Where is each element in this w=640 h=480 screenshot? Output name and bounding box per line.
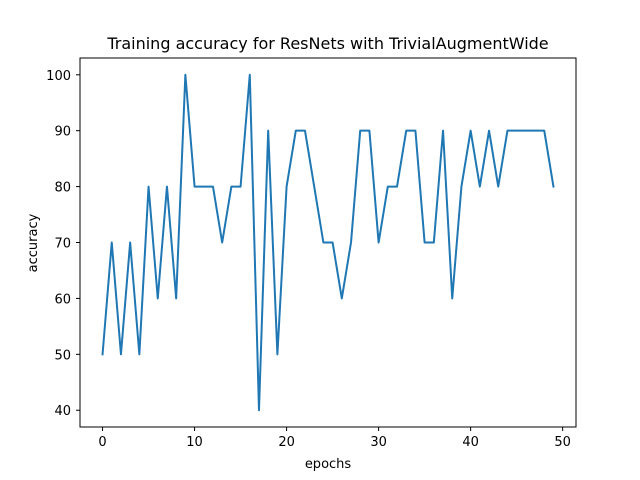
data-point-37: [442, 130, 444, 132]
data-point-19: [276, 353, 278, 355]
x-tick-label-0: 0: [98, 435, 106, 450]
data-point-9: [184, 74, 186, 76]
data-point-29: [368, 130, 370, 132]
y-tick-label-50: 50: [54, 348, 71, 363]
data-point-6: [157, 297, 159, 299]
data-point-23: [313, 186, 315, 188]
data-point-18: [267, 130, 269, 132]
data-point-36: [433, 242, 435, 244]
data-point-21: [295, 130, 297, 132]
data-point-43: [497, 186, 499, 188]
data-point-49: [552, 186, 554, 188]
y-axis-title: accuracy: [26, 213, 41, 272]
data-point-35: [424, 242, 426, 244]
series-line-0: [101, 73, 555, 412]
y-tick-label-70: 70: [54, 237, 71, 252]
data-point-15: [240, 186, 242, 188]
data-point-47: [534, 130, 536, 132]
data-point-4: [138, 353, 140, 355]
y-tick-label-80: 80: [54, 181, 71, 196]
y-tick-label-60: 60: [54, 292, 71, 307]
x-tick-label-40: 40: [462, 435, 479, 450]
data-point-45: [516, 130, 518, 132]
x-tick-label-10: 10: [186, 435, 203, 450]
y-tick-label-40: 40: [54, 404, 71, 419]
data-point-30: [378, 242, 380, 244]
plot-area: 0 10 20 30 40 50 40 50 60 70 80 90 100: [46, 57, 577, 450]
data-point-8: [175, 297, 177, 299]
data-point-3: [129, 242, 131, 244]
data-point-34: [414, 130, 416, 132]
x-tick-label-20: 20: [278, 435, 295, 450]
data-point-44: [506, 130, 508, 132]
data-point-41: [479, 186, 481, 188]
data-point-20: [286, 186, 288, 188]
data-point-42: [488, 130, 490, 132]
data-point-1: [111, 242, 113, 244]
data-point-39: [460, 186, 462, 188]
data-point-40: [470, 130, 472, 132]
data-point-26: [341, 297, 343, 299]
data-point-25: [332, 242, 334, 244]
data-point-2: [120, 353, 122, 355]
data-point-24: [322, 242, 324, 244]
chart-title: Training accuracy for ResNets with Trivi…: [106, 34, 548, 53]
data-point-10: [194, 186, 196, 188]
data-point-38: [451, 297, 453, 299]
data-point-7: [166, 186, 168, 188]
x-tick-label-50: 50: [554, 435, 571, 450]
data-point-22: [304, 130, 306, 132]
y-tick-label-100: 100: [46, 69, 71, 84]
data-point-48: [543, 130, 545, 132]
data-point-46: [525, 130, 527, 132]
data-point-12: [212, 186, 214, 188]
x-tick-label-30: 30: [370, 435, 387, 450]
data-point-13: [221, 242, 223, 244]
data-point-17: [258, 409, 260, 411]
data-point-27: [350, 242, 352, 244]
data-point-16: [249, 74, 251, 76]
data-point-32: [396, 186, 398, 188]
data-point-28: [359, 130, 361, 132]
y-tick-label-90: 90: [54, 125, 71, 140]
data-point-33: [405, 130, 407, 132]
x-axis-title: epochs: [305, 457, 352, 472]
data-point-14: [230, 186, 232, 188]
data-point-0: [102, 353, 104, 355]
plot-frame: [79, 57, 577, 428]
data-point-11: [203, 186, 205, 188]
data-point-31: [387, 186, 389, 188]
data-point-5: [148, 186, 150, 188]
